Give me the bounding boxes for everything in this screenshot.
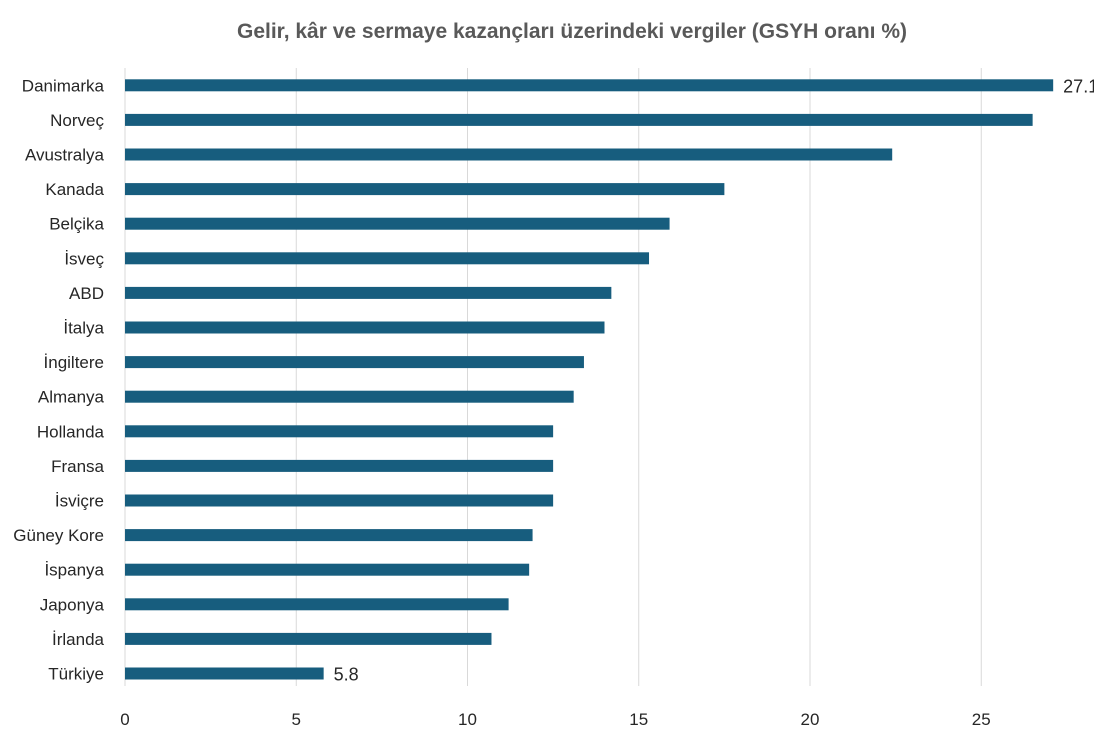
bar	[125, 286, 612, 299]
bar	[125, 183, 725, 196]
bar	[125, 529, 533, 542]
category-label: İsviçre	[55, 492, 104, 511]
category-label: İspanya	[44, 561, 104, 580]
bar	[125, 494, 554, 507]
category-label: İsveç	[64, 249, 104, 268]
bar	[125, 425, 554, 438]
x-tick-label: 20	[801, 710, 820, 729]
bar	[125, 79, 1054, 92]
gridlines	[124, 68, 982, 686]
bar	[125, 563, 530, 576]
category-label: Türkiye	[48, 665, 104, 684]
category-label: İtalya	[63, 319, 104, 338]
category-label: Almanya	[38, 388, 105, 407]
category-label: Danimarka	[22, 76, 105, 95]
data-label: 5.8	[334, 665, 359, 685]
category-label: Fransa	[51, 457, 104, 476]
x-tick-label: 0	[120, 710, 129, 729]
category-label: İngiltere	[44, 353, 104, 372]
bar	[125, 148, 893, 161]
category-label: ABD	[69, 284, 104, 303]
category-label: Güney Kore	[13, 526, 104, 545]
category-label: Norveç	[50, 111, 104, 130]
category-label: Japonya	[40, 595, 105, 614]
x-tick-label: 5	[292, 710, 301, 729]
bars	[125, 79, 1054, 680]
bar	[125, 632, 492, 645]
bar	[125, 217, 670, 230]
category-label: Hollanda	[37, 422, 105, 441]
data-labels: 27.1 5.8	[334, 76, 1094, 684]
category-label: İrlanda	[52, 630, 105, 649]
category-label: Belçika	[49, 215, 104, 234]
bar	[125, 667, 324, 680]
bar	[125, 390, 574, 403]
category-label: Avustralya	[25, 146, 105, 165]
bar	[125, 113, 1033, 126]
x-tick-label: 10	[458, 710, 477, 729]
x-tick-label: 15	[629, 710, 648, 729]
bar	[125, 321, 605, 334]
chart-title: Gelir, kâr ve sermaye kazançları üzerind…	[237, 20, 907, 43]
bar	[125, 459, 554, 472]
category-labels: Danimarka Norveç Avustralya Kanada Belçika İs…	[13, 76, 104, 683]
bar	[125, 356, 584, 369]
bar	[125, 252, 650, 265]
data-label: 27.1	[1063, 76, 1094, 96]
category-label: Kanada	[45, 180, 104, 199]
x-axis-tick-labels: 0 5 10 15 20 25	[120, 710, 990, 729]
bar	[125, 598, 509, 611]
x-tick-label: 25	[972, 710, 991, 729]
